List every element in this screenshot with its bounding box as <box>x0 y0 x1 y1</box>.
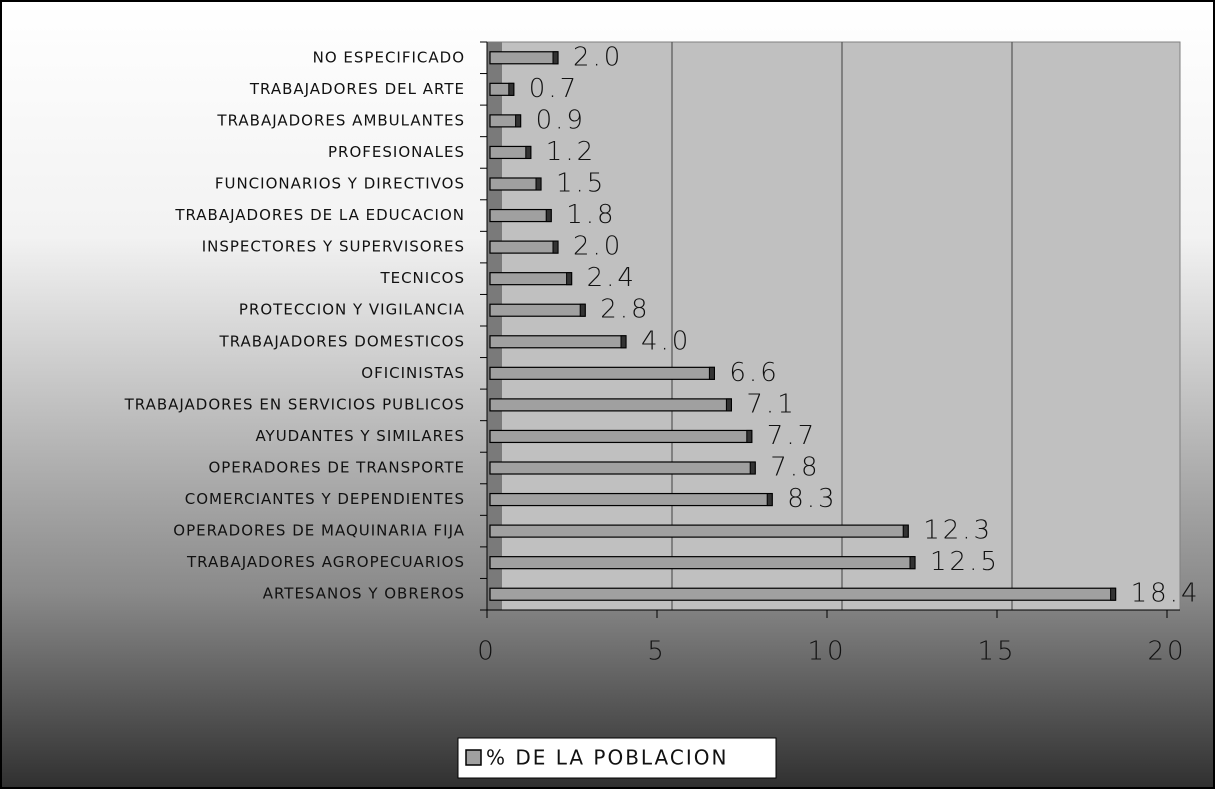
y-tick-label: OFICINISTAS <box>361 364 465 382</box>
y-tick-label: FUNCIONARIOS Y DIRECTIVOS <box>215 175 465 193</box>
bar <box>489 335 627 349</box>
plot-area <box>486 41 1181 611</box>
legend-swatch <box>465 749 482 766</box>
x-tick-label: 15 <box>977 637 1016 667</box>
bar <box>489 145 532 160</box>
bar <box>489 366 715 380</box>
bar-end <box>552 51 559 65</box>
bar-end <box>515 114 522 128</box>
y-tick-label: COMERCIANTES Y DEPENDIENTES <box>185 490 465 508</box>
bar-end <box>552 240 559 254</box>
data-label: 0.7 <box>529 74 579 104</box>
bar-end <box>545 209 552 223</box>
x-tick-label: 20 <box>1147 637 1186 667</box>
data-label: 8.3 <box>787 484 837 514</box>
data-label: 7.8 <box>770 453 820 483</box>
bar <box>489 398 732 412</box>
bar <box>489 587 1117 601</box>
y-tick-label: OPERADORES DE MAQUINARIA FIJA <box>173 522 465 540</box>
bar-end <box>909 556 916 570</box>
data-label: 2.4 <box>587 263 637 293</box>
data-label: 12.3 <box>923 516 993 546</box>
data-label: 1.5 <box>556 169 606 199</box>
data-label: 7.7 <box>767 421 817 451</box>
y-tick-label: OPERADORES DE TRANSPORTE <box>208 459 465 477</box>
y-tick-label: INSPECTORES Y SUPERVISORES <box>202 238 465 256</box>
data-label: 12.5 <box>930 547 1000 577</box>
y-tick-label: TRABAJADORES AGROPECUARIOS <box>186 553 465 571</box>
y-tick-label: ARTESANOS Y OBREROS <box>263 585 465 603</box>
x-tick-label: 0 <box>477 637 497 667</box>
data-label: 2.0 <box>573 42 623 72</box>
bar-end <box>708 366 715 380</box>
bar-end <box>566 272 573 286</box>
bar <box>489 524 909 538</box>
bar <box>489 177 542 191</box>
data-label: 2.8 <box>600 295 650 325</box>
x-tick-label: 5 <box>647 637 667 667</box>
data-label: 1.2 <box>546 137 596 167</box>
bar-end <box>749 461 756 475</box>
bar-end <box>620 335 627 349</box>
y-tick-label: PROFESIONALES <box>328 143 465 161</box>
bar <box>489 461 756 475</box>
data-label: 6.6 <box>729 358 779 388</box>
bar-end <box>746 429 753 443</box>
bar <box>489 303 586 317</box>
bar-end <box>766 493 773 507</box>
bar <box>489 556 916 570</box>
bar <box>489 429 753 444</box>
data-label: 0.9 <box>536 105 586 135</box>
y-tick-label: TRABAJADORES EN SERVICIOS PUBLICOS <box>124 395 465 413</box>
data-label: 4.0 <box>641 326 691 356</box>
y-tick-label: TECNICOS <box>379 269 465 287</box>
data-label: 7.1 <box>746 389 796 419</box>
bar-end <box>535 177 542 191</box>
y-tick-label: AYUDANTES Y SIMILARES <box>255 427 465 445</box>
bar-end <box>579 303 586 317</box>
bar-end <box>525 145 532 159</box>
y-tick-label: TRABAJADORES DEL ARTE <box>249 80 465 98</box>
y-tick-label: TRABAJADORES AMBULANTES <box>216 111 465 129</box>
bar-end <box>902 524 909 538</box>
y-tick-label: PROTECCION Y VIGILANCIA <box>239 301 465 319</box>
bar <box>489 51 559 65</box>
y-tick-label: TRABAJADORES DOMESTICOS <box>219 332 465 350</box>
x-tick-label: 10 <box>807 637 846 667</box>
legend-box <box>457 737 777 779</box>
bar <box>489 272 573 286</box>
bar-end <box>725 398 732 412</box>
bar-end <box>1110 587 1117 601</box>
data-label: 2.0 <box>573 232 623 262</box>
bar <box>489 492 773 507</box>
bar-end <box>508 82 515 96</box>
data-label: 18.4 <box>1131 579 1201 609</box>
y-tick-label: NO ESPECIFICADO <box>313 48 465 66</box>
bar <box>489 240 559 254</box>
legend-label: % DE LA POBLACION <box>486 746 728 770</box>
data-label: 1.8 <box>566 200 616 230</box>
bar <box>489 208 552 223</box>
y-tick-label: TRABAJADORES DE LA EDUCACION <box>174 206 465 224</box>
